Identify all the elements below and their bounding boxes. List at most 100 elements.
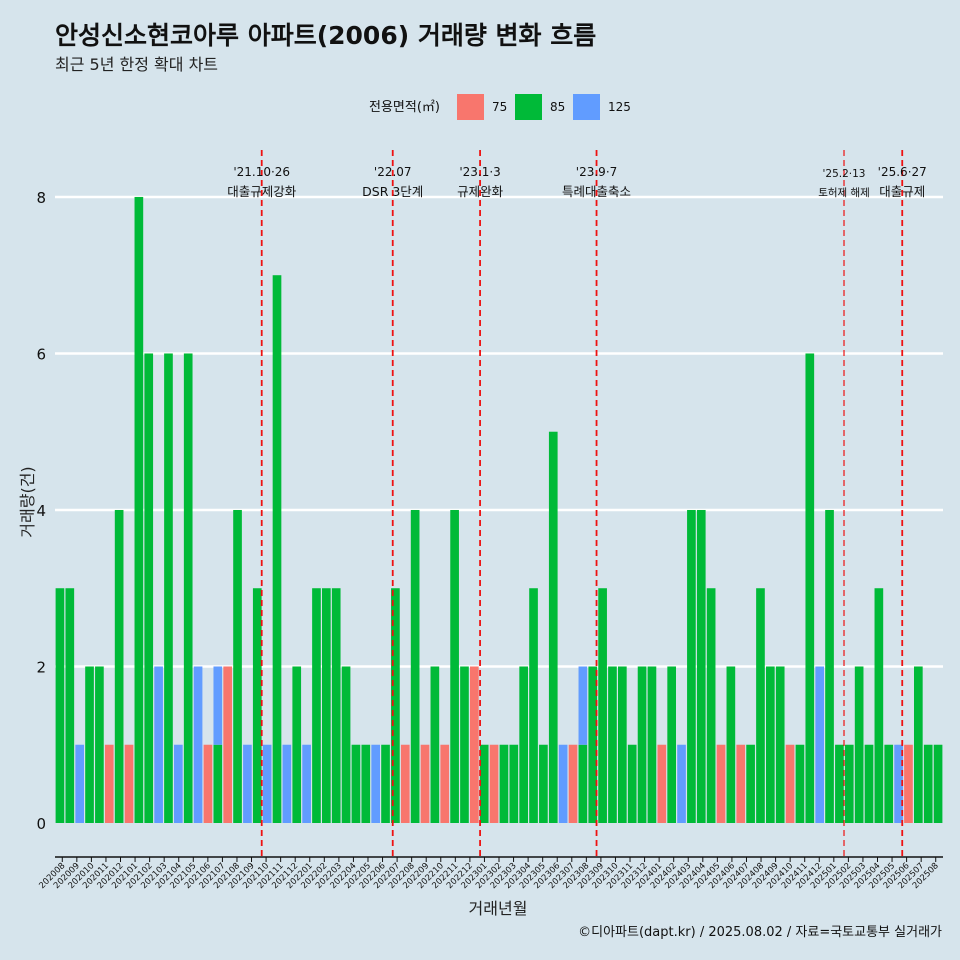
bar-202204-85: [410, 509, 420, 823]
event-date: '22.07: [374, 165, 412, 179]
bar-202009-125: [75, 744, 84, 823]
legend-swatch-85: [515, 94, 542, 120]
bar-202506-85: [914, 666, 923, 823]
bar-202105-85: [233, 509, 242, 823]
bar-202312-75: [657, 744, 667, 823]
bar-202405-75: [716, 744, 726, 823]
chart-title: 안성신소현코아루 아파트(2006) 거래량 변화 흐름: [55, 21, 596, 50]
bar-202206-75: [440, 744, 450, 823]
bar-202104-75: [223, 666, 232, 823]
y-tick-label: 6: [36, 345, 46, 363]
bar-202310-85: [637, 666, 647, 823]
bar-202109-85: [312, 588, 321, 823]
bar-202112-85: [351, 744, 361, 823]
bar-202008-85: [55, 588, 65, 823]
bar-202012-85: [144, 353, 154, 823]
legend-label-85: 85: [550, 100, 565, 114]
bar-202301-85: [539, 744, 548, 823]
bar-202012-85: [134, 196, 144, 823]
legend-label-125: 125: [608, 100, 631, 114]
event-date: '25.6·27: [878, 165, 927, 179]
bar-202009-85: [85, 666, 94, 823]
caption: ©디아파트(dapt.kr) / 2025.08.02 / 자료=국토교통부 실…: [578, 925, 942, 940]
bar-202205-85: [430, 666, 440, 823]
bar-202011-85: [114, 509, 124, 823]
bar-202204-75: [400, 744, 410, 823]
bar-202408-85: [766, 666, 775, 823]
chart-subtitle: 최근 5년 한정 확대 차트: [55, 55, 218, 74]
bar-202207-85: [460, 666, 469, 823]
bar-202205-75: [420, 744, 430, 823]
bar-202406-85: [746, 744, 755, 823]
event-label: 토허제 해제: [818, 186, 870, 199]
bar-202305-85: [588, 666, 598, 823]
bar-202504-85: [864, 744, 874, 823]
bar-202011-75: [124, 744, 134, 823]
bar-202103-75: [203, 744, 213, 823]
event-label: 규제완화: [457, 184, 504, 199]
bar-202410-85: [795, 744, 805, 823]
event-date: '23.9·7: [576, 165, 617, 179]
bar-202109-85: [322, 588, 331, 823]
bar-202107-125: [282, 744, 292, 823]
bar-202108-85: [292, 666, 302, 823]
bar-202106-125: [262, 744, 272, 823]
event-date: '25.2·13: [823, 168, 866, 180]
bar-202407-85: [756, 588, 765, 823]
bar-202101-85: [164, 353, 173, 823]
legend-label-75: 75: [492, 100, 507, 114]
bar-202207-75: [470, 666, 479, 823]
bar-202304-85: [578, 744, 588, 823]
event-label: 특례대출축소: [562, 184, 631, 199]
bar-202110-85: [331, 588, 341, 823]
bar-202211-85: [519, 666, 528, 823]
y-tick-label: 4: [36, 502, 46, 520]
event-date: '23.1·3: [459, 165, 500, 179]
bar-202212-85: [529, 588, 538, 823]
bar-202401-125: [677, 744, 686, 823]
event-label: 대출규제: [879, 184, 925, 199]
y-tick-label: 0: [36, 815, 46, 833]
bar-202103-125: [193, 666, 203, 823]
bar-202302-85: [548, 431, 558, 823]
bar-202506-75: [904, 744, 913, 823]
event-markers: '21.10·26 대출규제강화 '22.07 DSR 3단계 '23.1·3 규제완화 '…: [227, 150, 927, 857]
bar-202210-85: [509, 744, 519, 823]
bar-202304-125: [578, 666, 588, 745]
bar-202201-125: [371, 744, 380, 823]
bar-202102-125: [174, 744, 183, 823]
x-axis-title: 거래년월: [469, 899, 528, 918]
bar-202502-85: [844, 744, 854, 823]
bar-202409-85: [775, 666, 785, 823]
bar-202403-85: [696, 509, 706, 823]
bar-202309-85: [627, 744, 637, 823]
bar-202107-85: [272, 275, 282, 824]
event-label: 대출규제강화: [227, 184, 297, 199]
bars: [55, 196, 943, 824]
x-axis: 2020082020092020102020112020122021012021…: [37, 856, 943, 891]
bar-202102-85: [183, 353, 193, 823]
bar-202503-85: [854, 666, 864, 823]
bar-202306-85: [598, 588, 607, 823]
bar-202111-85: [341, 666, 351, 823]
bar-202401-85: [667, 666, 676, 823]
bar-202303-125: [558, 744, 568, 823]
y-axis-title: 거래량(건): [18, 466, 37, 537]
legend-swatch-75: [457, 94, 484, 120]
event-label: DSR 3단계: [362, 184, 423, 199]
bar-202508-85: [933, 744, 943, 823]
bar-202203-85: [391, 588, 400, 823]
bar-202106-85: [252, 588, 262, 823]
bar-202411-85: [805, 353, 815, 823]
bar-202202-85: [381, 744, 390, 823]
bar-202406-75: [736, 744, 746, 823]
bar-202010-75: [104, 744, 114, 823]
y-tick-label: 8: [36, 189, 46, 207]
bar-202505-85: [884, 744, 894, 823]
bar-202501-85: [835, 744, 844, 823]
event-date: '21.10·26: [233, 165, 290, 179]
bar-202507-85: [923, 744, 933, 823]
gridlines: [55, 195, 943, 668]
bar-202105-125: [243, 744, 252, 823]
